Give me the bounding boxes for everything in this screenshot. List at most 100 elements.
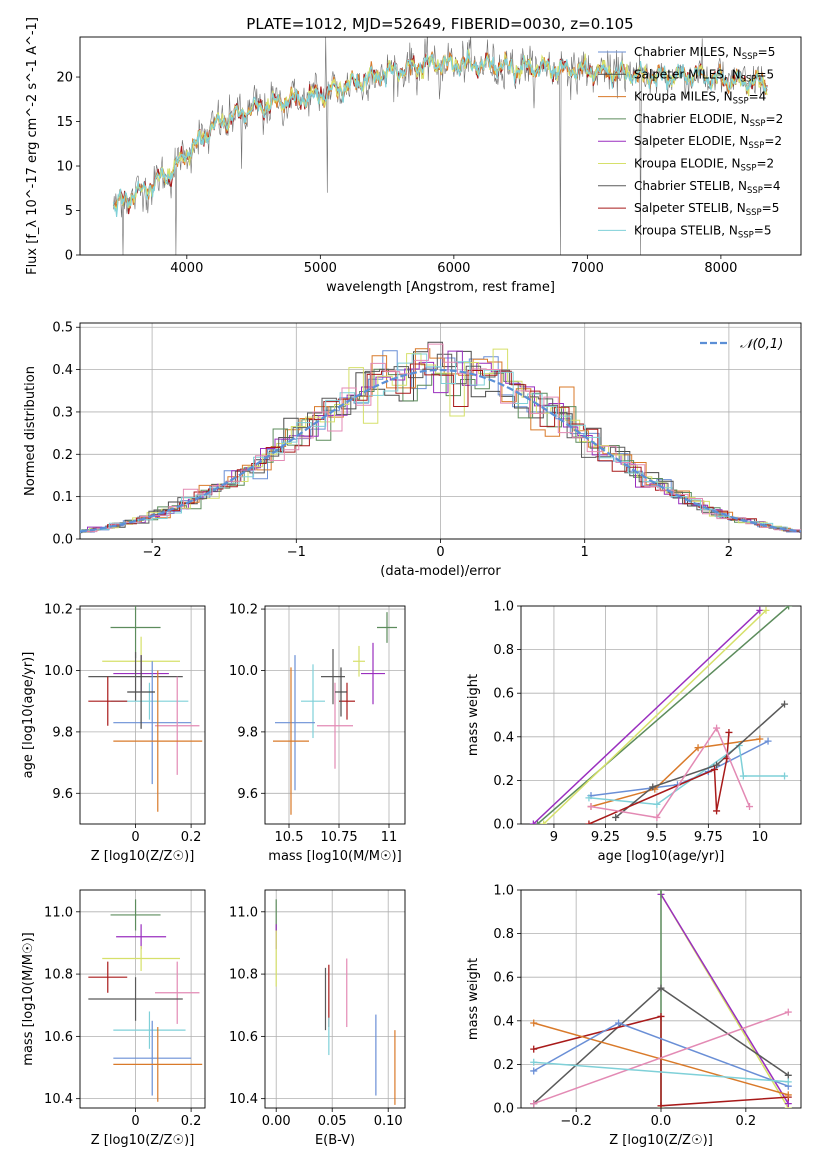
x-tick-label: 10.75 [320,830,357,845]
weight-line [615,703,786,819]
legend-text: Salpeter STELIB, N [634,201,746,215]
y-tick-label: 1.0 [493,600,514,615]
y-tick-label: 0.4 [493,730,514,745]
x-axis-label: wavelength [Angstrom, rest frame] [326,280,555,295]
normal-curve [80,368,801,533]
y-tick-label: 9.8 [52,725,73,740]
y-tick-label: 0 [65,249,73,264]
z-age-panel: 0 0.2 9.6 9.8 10.0 10.2 Z [log10(Z/Z☉)] age [lo… [21,603,206,864]
age-weight-panel: 9 9.25 9.5 9.75 10 0.0 0.2 0.4 0.6 0.8 1.0 age [log… [466,600,802,864]
axes-frame [264,605,406,825]
axes-frame [79,605,206,825]
weight-marker [529,820,537,824]
legend-label: Kroupa ELODIE, NSSP=2 [634,157,774,174]
y-tick-label: 10.2 [229,603,258,618]
residuals-panel: −2 −1 0 1 2 0.0 0.1 0.2 0.3 0.4 0.5 (data-model)/er… [23,321,802,579]
weight-marker [657,1102,665,1108]
x-tick-label: −0.2 [560,1114,592,1129]
y-tick-label: 0.6 [493,971,514,986]
legend-sub: SSP [747,186,763,196]
legend-text: Salpeter ELODIE, N [634,134,748,148]
y-tick-label: 20 [56,71,73,86]
weight-line [590,738,760,808]
mass-age-panel: 10.5 10.75 11 9.6 9.8 10.0 10.2 mass [log10(M/M… [229,603,406,864]
histograms [80,341,801,534]
y-axis-label: mass [log10(M/M☉)] [21,932,36,1065]
weight-marker [713,807,721,815]
histogram-line [80,353,801,533]
weight-marker [694,744,702,752]
y-tick-label: 5 [65,204,73,219]
legend-text: =4 [749,90,767,104]
legend-label: Kroupa MILES, NSSP=4 [634,90,766,107]
y-tick-label: 9.6 [52,787,73,802]
axes-frame [79,322,802,540]
x-tick-label: 9.75 [694,830,723,845]
x-tick-label: 11 [381,830,398,845]
legend-text: =5 [758,45,776,59]
weight-marker [530,1045,538,1053]
legend-text: =4 [763,179,781,193]
z-mass-panel: 0 0.2 10.4 10.6 10.8 11.0 Z [log10(Z/Z☉)] mass … [21,889,206,1148]
y-tick-label: 0.2 [493,1058,514,1073]
weight-marker [762,606,770,614]
y-tick-label: 0.1 [52,490,73,505]
legend-sub: SSP [738,230,754,240]
axes-frame [79,889,206,1109]
axes-frame [79,36,802,256]
axes-frame [520,605,802,825]
y-tick-label: 10 [56,160,73,175]
x-tick-label: 0.05 [318,1114,347,1129]
weight-marker [530,1019,538,1027]
y-tick-label: 9.8 [237,725,258,740]
y-tick-label: 0.2 [493,774,514,789]
legend-text: =2 [766,112,784,126]
weight-marker [746,803,754,811]
y-tick-label: 11.0 [229,905,258,920]
y-tick-label: 1.0 [493,884,514,899]
weight-marker [649,783,657,791]
y-tick-label: 10.8 [44,968,73,983]
figure-title: PLATE=1012, MJD=52649, FIBERID=0030, z=0… [246,15,633,33]
weight-marker [657,890,665,894]
weight-marker [530,1058,538,1066]
y-tick-label: 0.4 [493,1014,514,1029]
x-tick-label: 5000 [304,261,337,276]
weight-marker [784,1091,792,1099]
weight-marker [612,813,620,821]
weight-marker [585,820,593,824]
errorbars [275,899,396,1105]
weight-line [532,609,761,824]
x-tick-label: 6000 [437,261,470,276]
weight-marker [533,820,541,824]
x-tick-label: −2 [143,545,162,560]
ebv-mass-panel: 0.00 0.05 0.10 10.4 10.6 10.8 11.0 E(B-V) [229,889,406,1148]
legend-label: Salpeter STELIB, NSSP=5 [634,201,779,218]
y-tick-label: 0.0 [493,818,514,833]
x-tick-label: 0 [436,545,444,560]
errorbars [88,899,203,1102]
weight-marker [585,794,593,802]
errorbars [273,612,397,815]
legend-text: Chabrier STELIB, N [634,179,747,193]
y-tick-label: 10.8 [229,968,258,983]
x-tick-label: 1 [581,545,589,560]
errorbars [88,606,203,812]
weight-marker [713,724,721,732]
y-tick-label: 10.4 [44,1092,73,1107]
weight-marker [615,1019,623,1027]
weight-line [533,1022,789,1096]
x-tick-label: 9 [550,830,558,845]
weight-line [533,1061,789,1083]
spectrum-panel: 4000 5000 6000 7000 8000 0 5 10 15 20 wavelength [… [25,17,802,295]
y-tick-label: 0.5 [52,321,73,336]
y-tick-label: 0.4 [52,363,73,378]
legend-label: 𝒩(0,1) [740,337,783,352]
weight-marker [713,761,721,769]
weight-line [537,606,790,824]
y-tick-label: 0.3 [52,405,73,420]
y-axis-label: age [log10(age/yr)] [21,652,36,779]
legend-text: Kroupa STELIB, N [634,223,738,237]
y-axis-label: mass weight [466,674,481,756]
